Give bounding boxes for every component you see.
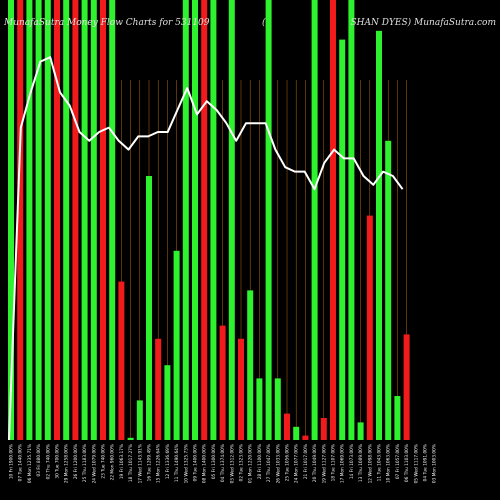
bar — [118, 281, 125, 440]
x-tick-label: 05 Fri 1300.00% — [211, 444, 217, 479]
x-tick-label: 28 Fri 1100.00% — [257, 444, 263, 479]
x-tick-label: 11 Thu 1490.64% — [174, 444, 180, 482]
x-tick-label: 12 Wed 1098.00% — [367, 444, 373, 483]
x-tick-label: 08 Mon 1400.00% — [202, 444, 208, 483]
bar — [201, 0, 208, 440]
x-tick-label: 29 Mon 1258.00% — [64, 444, 70, 483]
x-tick-label: 30 Tue 700.00% — [55, 444, 61, 479]
x-tick-label: 02 Tue 1323.00% — [239, 444, 245, 481]
bar — [90, 0, 97, 440]
bar — [173, 250, 180, 440]
x-tick-label: 10 Fri 1900.00% — [9, 444, 15, 479]
bar — [228, 0, 235, 440]
flow-line — [8, 56, 404, 441]
x-tick-label: 04 Thu 1374.00% — [220, 444, 226, 482]
x-tick-label: 24 Wed 1079.00% — [91, 444, 97, 483]
x-tick-label: 04 Tue 1091.00% — [423, 444, 429, 481]
x-tick-label: 17 Wed 1143.91% — [137, 444, 143, 483]
bar — [100, 0, 106, 440]
bar — [284, 413, 290, 440]
x-tick-label: 07 Tue 1440.00% — [18, 444, 24, 481]
x-tick-label: 19 Fri 1063.17% — [119, 444, 125, 479]
x-tick-label: 18 Thu 1017.27% — [128, 444, 134, 482]
bar — [320, 418, 327, 440]
x-tick-label: 26 Wed 1033.00% — [275, 444, 281, 483]
x-tick-label: 20 Thu 1049.00% — [312, 444, 318, 482]
bar — [247, 290, 254, 440]
x-tick-label: 23 Tue 740.00% — [101, 444, 107, 479]
x-tick-label: 16 Tue 1209.49% — [147, 444, 153, 481]
bar — [238, 338, 244, 440]
bar — [17, 0, 24, 440]
bar — [192, 0, 198, 440]
x-tick-label: 07 Fri 1057.00% — [395, 444, 401, 479]
bar — [357, 422, 364, 440]
x-tick-label: 06 Thu 1103.00% — [404, 444, 410, 482]
bar — [109, 0, 116, 440]
bar — [164, 365, 171, 440]
x-tick-label: 25 Tue 1056.00% — [285, 444, 291, 481]
x-tick-label: 13 Thu 1089.00% — [358, 444, 364, 482]
x-tick-label: 17 Mon 1069.00% — [340, 444, 346, 483]
bar — [136, 400, 143, 440]
bar — [44, 0, 51, 440]
bar — [182, 0, 189, 440]
x-tick-label: 22 Mon 960.00% — [110, 444, 116, 480]
bar — [265, 0, 272, 440]
bar — [210, 0, 217, 440]
bar — [81, 0, 88, 440]
x-tick-label: 03 Fri 880.00% — [36, 444, 42, 476]
x-tick-label: 03 Mon 1003.00% — [432, 444, 438, 483]
x-tick-label: 26 Fri 1200.00% — [73, 444, 79, 479]
bar — [8, 0, 14, 440]
x-tick-label: 19 Wed 1127.00% — [321, 444, 327, 483]
x-tick-label: 21 Fri 1017.00% — [303, 444, 309, 479]
bar — [72, 0, 79, 440]
flow-line-layer — [8, 56, 404, 441]
bar — [339, 39, 346, 440]
bar — [63, 0, 70, 440]
x-tick-label: 03 Wed 1312.00% — [229, 444, 235, 483]
chart-title-right: SHAN DYES) MunafaSutra.com — [351, 17, 497, 28]
x-tick-label: 09 Tue 1400.00% — [193, 444, 199, 481]
bar — [302, 435, 309, 440]
bar — [348, 0, 355, 440]
x-tick-label: 02 Thu 740.00% — [45, 444, 51, 479]
bar — [293, 426, 300, 440]
x-tick-label: 18 Tue 1107.00% — [331, 444, 337, 481]
x-tick-label: 11 Tue 1043.00% — [377, 444, 383, 481]
x-tick-label: 12 Fri 1336.69% — [165, 444, 171, 479]
x-tick-label: 14 Fri 1073.00% — [349, 444, 355, 479]
bars-layer — [8, 0, 410, 441]
bar — [274, 378, 281, 440]
bar — [219, 325, 226, 440]
chart-title-middle: ( — [262, 17, 266, 28]
bar — [26, 0, 33, 440]
bar — [403, 334, 410, 440]
bar — [127, 437, 134, 440]
x-tick-labels: 10 Fri 1900.00% 07 Tue 1440.00% 06 Mon 123… — [9, 444, 438, 483]
bar — [366, 215, 373, 440]
bar — [155, 338, 162, 440]
x-tick-label: 24 Mon 1077.00% — [294, 444, 300, 483]
x-tick-label: 10 Mon 1063.00% — [386, 444, 392, 483]
bar — [311, 0, 318, 440]
bar — [376, 30, 382, 441]
bar — [146, 176, 152, 440]
bar — [256, 378, 263, 440]
chart-title-left: MunafaSutra Money Flow Charts for 531109 — [3, 18, 210, 28]
bar — [385, 140, 392, 441]
x-tick-label: 15 Mon 1226.64% — [156, 444, 162, 483]
x-tick-label: 06 Mon 1235.71% — [27, 444, 33, 483]
bar — [35, 0, 42, 440]
x-tick-label: 10 Wed 1325.73% — [183, 444, 189, 483]
x-tick-label: 25 Thu 1183.00% — [82, 444, 88, 482]
bar — [394, 396, 401, 440]
x-tick-label: 05 Wed 1117.00% — [413, 444, 419, 483]
x-tick-label: 01 Mon 1220.00% — [248, 444, 254, 483]
bar — [330, 0, 336, 440]
bar — [54, 0, 60, 440]
x-tick-label: 27 Thu 1047.00% — [266, 444, 272, 482]
